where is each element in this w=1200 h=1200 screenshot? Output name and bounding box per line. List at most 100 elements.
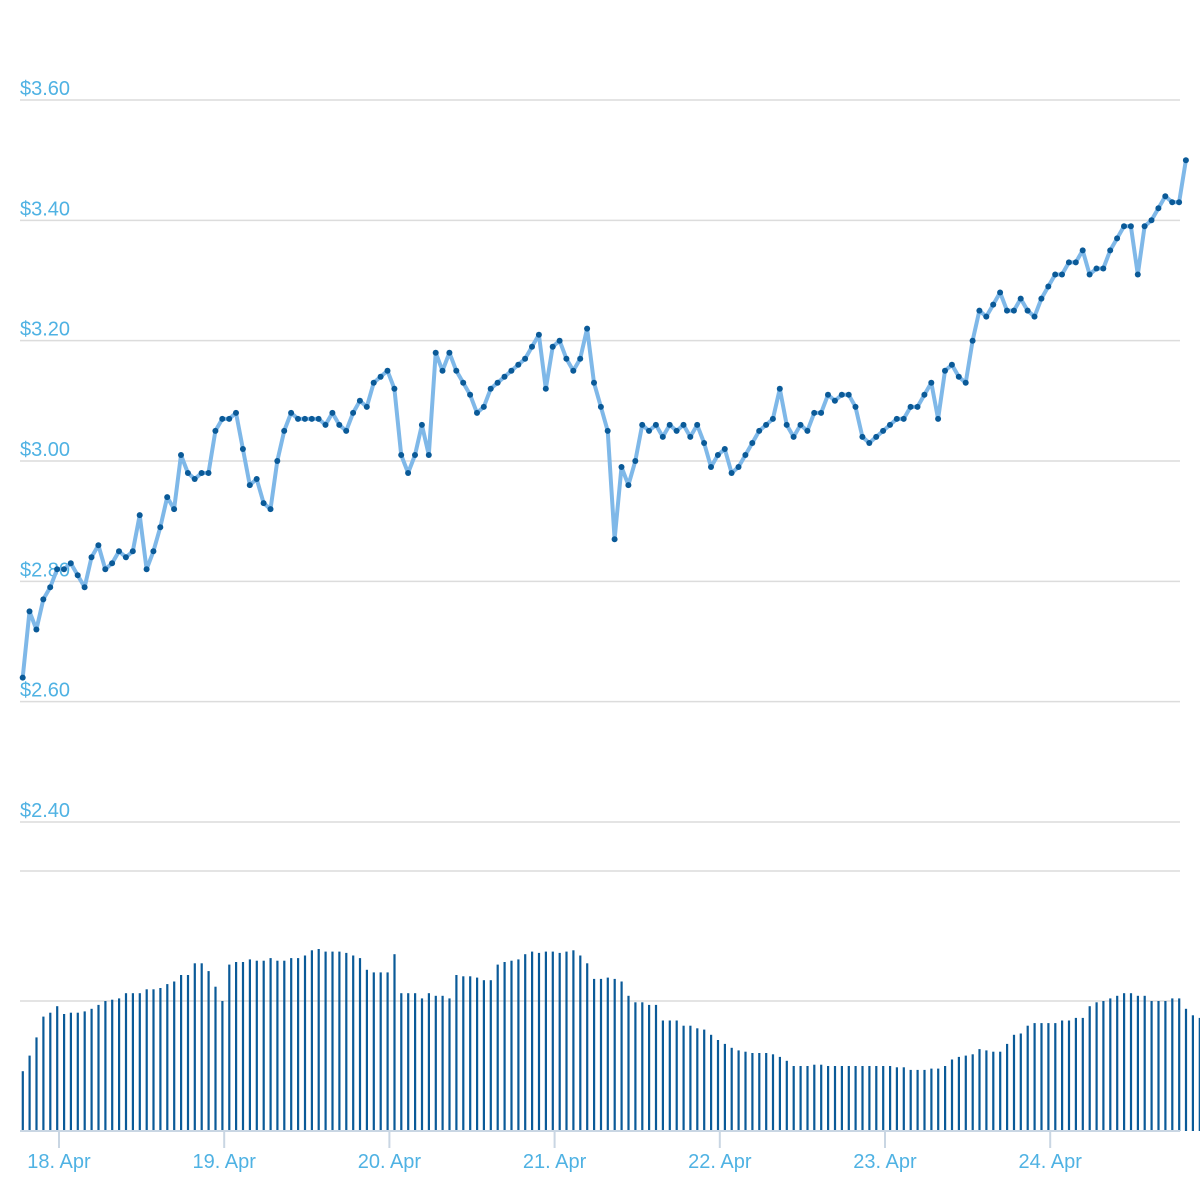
volume-bar: [28, 1055, 31, 1131]
y-tick-label: $2.80: [20, 559, 70, 581]
price-point: [184, 470, 191, 476]
volume-bar: [131, 993, 134, 1131]
price-point: [955, 373, 962, 380]
price-point: [694, 421, 701, 428]
volume-bar: [524, 954, 527, 1131]
volume-bar: [455, 975, 458, 1131]
price-point: [412, 452, 418, 458]
price-point: [618, 464, 625, 470]
y-tick-label: $3.20: [20, 319, 70, 341]
price-point: [418, 421, 425, 428]
volume-bar: [813, 1064, 816, 1131]
price-point: [873, 433, 880, 440]
price-point: [474, 409, 480, 416]
volume-bar: [964, 1055, 967, 1131]
volume-bar: [544, 951, 547, 1131]
price-point: [308, 415, 315, 422]
volume-bar: [255, 960, 258, 1131]
price-point: [721, 446, 728, 452]
price-point: [735, 464, 742, 470]
price-point: [370, 379, 377, 386]
price-point: [460, 379, 467, 386]
price-point: [226, 415, 233, 422]
volume-bar: [572, 950, 575, 1131]
price-point: [1100, 265, 1107, 272]
volume-bar: [63, 1014, 66, 1131]
volume-bar: [799, 1066, 802, 1131]
volume-bar: [868, 1066, 871, 1131]
volume-bar: [593, 978, 596, 1131]
price-point: [1134, 271, 1141, 278]
price-point: [859, 433, 866, 440]
price-point: [157, 524, 164, 531]
price-point: [749, 440, 756, 446]
price-point: [446, 349, 453, 356]
price-point: [1121, 223, 1127, 230]
price-point: [178, 452, 184, 458]
x-tick-label: 24. Apr: [1019, 1151, 1083, 1173]
price-point: [708, 464, 714, 470]
price-point: [701, 440, 708, 446]
price-point: [584, 325, 591, 332]
price-point: [549, 343, 556, 350]
volume-bar: [744, 1051, 747, 1131]
volume-bar: [827, 1066, 830, 1131]
price-point: [295, 415, 301, 422]
price-point: [405, 470, 412, 476]
price-point: [467, 391, 474, 398]
price-point: [136, 512, 143, 519]
price-point: [246, 482, 253, 489]
volume-bar: [358, 958, 362, 1131]
volume-bar: [1019, 1033, 1022, 1131]
price-point: [921, 391, 928, 398]
volume-bar: [854, 1066, 857, 1131]
price-point: [1086, 271, 1093, 278]
price-point: [212, 427, 219, 434]
price-point: [776, 385, 783, 392]
volume-bar: [661, 1020, 664, 1131]
volume-bar: [124, 993, 128, 1131]
volume-bar: [689, 1025, 692, 1131]
volume-bar: [90, 1008, 93, 1131]
price-point: [453, 367, 460, 374]
volume-bar: [104, 1001, 107, 1131]
volume-bar: [682, 1025, 685, 1131]
volume-bar: [462, 976, 465, 1131]
price-point: [1045, 283, 1052, 290]
price-point: [253, 476, 260, 482]
volume-bar: [606, 977, 609, 1131]
volume-bar: [1074, 1017, 1077, 1131]
price-point: [301, 415, 308, 422]
price-point: [1031, 313, 1038, 320]
price-point: [887, 421, 893, 428]
volume-bar: [1012, 1034, 1016, 1131]
price-point: [563, 355, 570, 362]
y-tick-label: $3.00: [20, 439, 70, 461]
volume-bar: [393, 954, 396, 1131]
price-point: [1052, 271, 1059, 278]
price-point: [900, 415, 907, 422]
volume-bar: [916, 1069, 919, 1131]
price-point: [714, 452, 721, 458]
volume-bar: [420, 998, 424, 1131]
x-axis-ticks: 18. Apr 19. Apr 20. Apr 21. Apr 22. Apr 23. A…: [27, 1131, 1082, 1173]
volume-bar: [950, 1059, 954, 1131]
price-point: [1024, 307, 1031, 314]
volume-bar: [716, 1040, 720, 1131]
volume-bar: [345, 952, 348, 1131]
volume-bar: [496, 964, 499, 1131]
price-point: [40, 596, 47, 603]
price-point: [529, 343, 535, 350]
volume-bar: [1081, 1017, 1084, 1131]
price-point: [639, 421, 646, 428]
price-point: [191, 476, 198, 482]
price-point: [116, 548, 122, 555]
volume-bar: [765, 1053, 768, 1131]
volume-bar: [49, 1012, 52, 1131]
price-point: [198, 470, 205, 476]
price-point: [1059, 271, 1065, 278]
price-point: [556, 337, 563, 344]
price-point: [763, 421, 770, 428]
price-point: [942, 367, 948, 374]
